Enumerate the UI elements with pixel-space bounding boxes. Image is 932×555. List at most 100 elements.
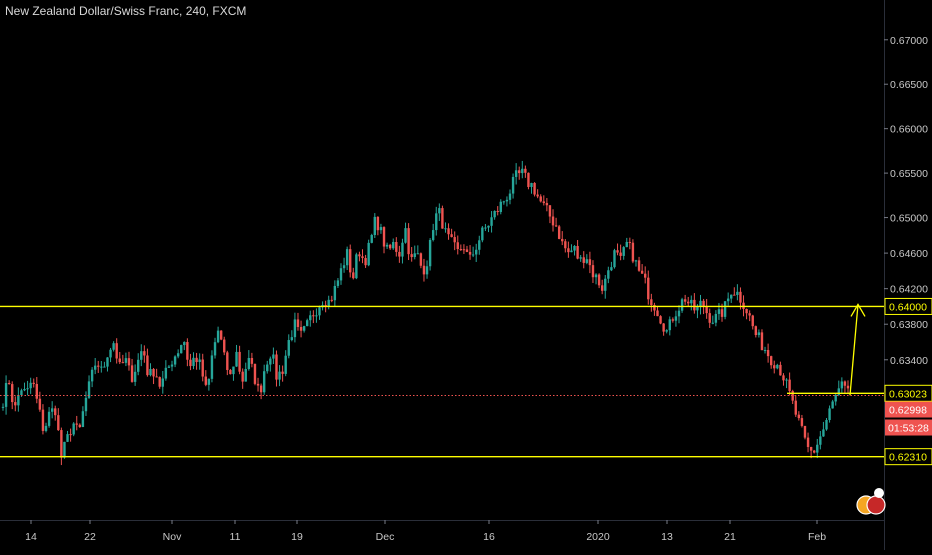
candle-body xyxy=(250,358,254,364)
candle-body xyxy=(487,225,490,228)
candle-body xyxy=(834,394,837,402)
candle-body xyxy=(109,349,112,358)
candle-body xyxy=(121,362,125,364)
candle-body xyxy=(349,249,352,273)
candle-body xyxy=(717,309,721,314)
candle-body xyxy=(822,429,825,437)
x-tick-label: 21 xyxy=(724,531,736,543)
candle-body xyxy=(613,250,616,268)
candle-body xyxy=(456,242,459,250)
event-count-badge xyxy=(874,488,884,498)
candle-body xyxy=(404,228,407,243)
candle-body xyxy=(428,239,432,267)
candle-body xyxy=(631,242,635,262)
y-tick-label: 0.65500 xyxy=(890,168,928,180)
x-tick-label: 16 xyxy=(483,531,495,543)
candle-body xyxy=(714,313,718,323)
candle-body xyxy=(26,388,29,390)
candle-body xyxy=(11,384,14,403)
candle-body xyxy=(75,423,78,425)
candle-body xyxy=(508,193,512,200)
x-tick-label: 19 xyxy=(291,531,303,543)
candle-body xyxy=(315,315,318,317)
candle-body xyxy=(610,267,613,271)
candle-body xyxy=(831,401,834,409)
candle-body xyxy=(309,315,312,321)
price-tag-label: 0.62998 xyxy=(889,405,927,417)
candle-body xyxy=(687,301,690,304)
x-tick-label: Dec xyxy=(376,531,395,543)
candle-body xyxy=(1,406,5,408)
candle-body xyxy=(226,352,229,370)
candle-body xyxy=(140,351,143,360)
candle-body xyxy=(137,359,140,372)
candle-body xyxy=(87,381,91,398)
candle-body xyxy=(385,244,389,247)
candle-body xyxy=(29,382,32,389)
candle-body xyxy=(653,304,656,311)
candle-body xyxy=(23,389,26,391)
candle-body xyxy=(81,411,85,427)
candle-body xyxy=(536,194,539,197)
candle-body xyxy=(161,378,164,387)
candle-body xyxy=(736,291,739,295)
candle-body xyxy=(459,249,463,251)
candle-body xyxy=(816,444,819,453)
candle-body xyxy=(32,382,35,384)
candle-body xyxy=(760,332,764,351)
candle-body xyxy=(60,430,63,458)
candle-body xyxy=(640,270,644,274)
candle-body xyxy=(342,265,346,269)
candle-body xyxy=(398,251,401,257)
candle-body xyxy=(192,357,195,367)
candle-body xyxy=(170,364,174,367)
projection-arrow xyxy=(849,304,859,396)
candle-body xyxy=(570,250,573,253)
candle-body xyxy=(358,254,361,257)
candle-body xyxy=(373,216,376,236)
candle-body xyxy=(625,241,628,248)
candle-body xyxy=(708,313,711,323)
candle-body xyxy=(702,300,705,307)
candle-body xyxy=(450,234,453,238)
candle-body xyxy=(554,225,558,227)
candle-body xyxy=(754,326,758,336)
candle-body xyxy=(837,388,840,395)
candle-body xyxy=(840,381,844,389)
candle-body xyxy=(401,242,404,257)
candle-body xyxy=(186,342,189,360)
candle-body xyxy=(671,319,675,321)
candle-body xyxy=(7,383,11,385)
candle-body xyxy=(115,343,118,359)
candle-body xyxy=(809,447,813,451)
candle-body xyxy=(797,414,801,419)
candle-body xyxy=(72,423,75,435)
candle-body xyxy=(167,366,171,368)
candle-body xyxy=(284,355,287,374)
candle-body xyxy=(600,285,604,291)
candle-body xyxy=(720,309,724,317)
candle-body xyxy=(410,254,413,258)
candle-body xyxy=(481,227,484,241)
candle-body xyxy=(149,368,152,376)
countdown-tag xyxy=(885,419,932,436)
candle-body xyxy=(44,425,48,431)
candle-body xyxy=(668,319,671,331)
y-tick-label: 0.63400 xyxy=(890,355,928,367)
candle-body xyxy=(207,378,211,385)
candle-body xyxy=(779,364,782,376)
candle-body xyxy=(100,366,103,368)
candle-body xyxy=(78,424,82,427)
y-tick-label: 0.63800 xyxy=(890,319,928,331)
event-icon xyxy=(866,495,886,515)
candle-body xyxy=(158,377,161,387)
candle-body xyxy=(711,322,714,324)
candle-body xyxy=(607,270,610,279)
candle-body xyxy=(106,357,109,367)
candle-body xyxy=(293,319,297,338)
candle-body xyxy=(683,299,687,302)
candle-body xyxy=(269,358,272,365)
candle-body xyxy=(499,201,502,212)
candle-body xyxy=(438,208,441,214)
